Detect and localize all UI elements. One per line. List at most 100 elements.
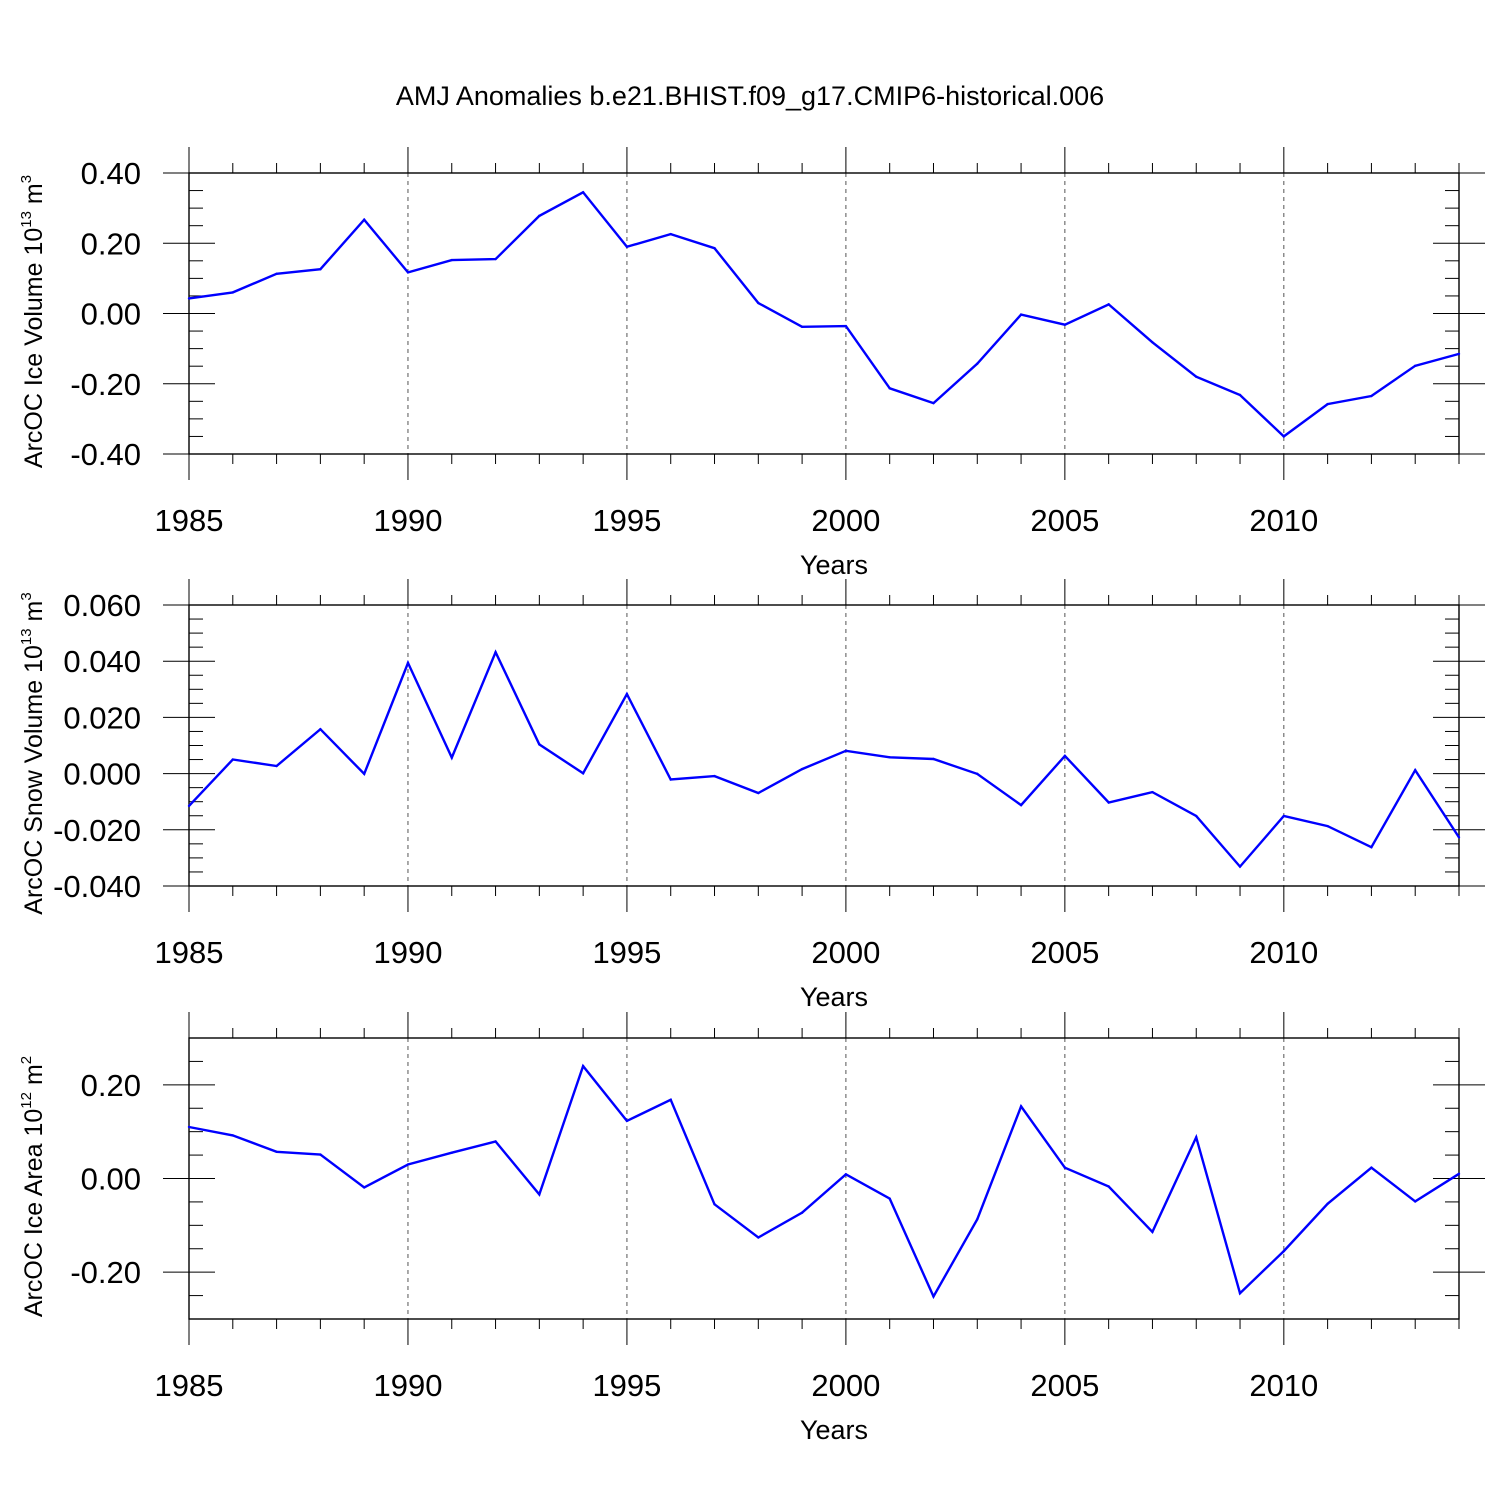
data-point-1988 [319, 268, 322, 271]
y-tick-label: 0.000 [63, 757, 141, 792]
data-point-2000 [844, 749, 848, 753]
panel-3: -0.20 0.00 0.20 1985 1990 1995 2000 2005 2010 Yea… [18, 1012, 1485, 1445]
y-axis-label-part-3: m [20, 601, 48, 629]
y-axis-label-part-3: m [20, 1064, 48, 1092]
data-point-1985 [187, 1125, 191, 1129]
data-point-2007 [1151, 790, 1154, 794]
data-point-1990 [406, 1163, 410, 1166]
data-point-1995 [625, 245, 629, 248]
data-point-2006 [1107, 1185, 1110, 1188]
series-line [188, 190, 1460, 438]
data-point-2004 [1019, 803, 1023, 807]
data-point-1998 [757, 791, 760, 795]
data-point-1995 [625, 1119, 629, 1123]
data-point-2002 [932, 1295, 935, 1298]
y-tick-label: -0.040 [53, 869, 141, 904]
data-point-2005 [1063, 323, 1067, 326]
x-tick-label: 2000 [811, 503, 880, 538]
data-point-2011 [1326, 1202, 1329, 1205]
panel-1: -0.40 -0.20 0.00 0.20 0.40 1985 1990 1995 2000 20… [18, 147, 1485, 580]
data-point-1988 [319, 1153, 322, 1156]
y-axis-label-part-2: 13 [18, 211, 35, 228]
x-tick-label: 1990 [373, 935, 442, 970]
x-tick-label: 1995 [592, 1368, 661, 1403]
data-point-2003 [976, 1218, 979, 1221]
x-tick-label: 2005 [1030, 503, 1099, 538]
data-point-2008 [1195, 1136, 1198, 1139]
data-point-1990 [406, 271, 410, 274]
data-point-1989 [362, 218, 366, 221]
y-tick-label: 0.40 [81, 156, 141, 191]
y-tick-label: -0.020 [53, 813, 141, 848]
data-point-2009 [1238, 1292, 1242, 1295]
data-point-1994 [581, 772, 585, 775]
data-point-1987 [275, 272, 278, 276]
data-point-1993 [538, 1193, 541, 1196]
data-point-1996 [669, 778, 672, 781]
y-axis-label-part-1: ArcOC Ice Area 10 [20, 1109, 48, 1317]
x-tick-label: 1985 [155, 935, 224, 970]
y-axis-label: ArcOC Ice Volume 1013 m3 [18, 175, 48, 468]
data-point-2001 [888, 1197, 891, 1200]
data-point-1994 [581, 191, 585, 194]
data-point-2012 [1370, 394, 1373, 398]
figure-title: AMJ Anomalies b.e21.BHIST.f09_g17.CMIP6-… [396, 81, 1104, 111]
panel-2: -0.040 -0.020 0.000 0.020 0.040 0.060 1985 1990… [18, 579, 1485, 1012]
x-tick-label: 1990 [373, 503, 442, 538]
data-point-1997 [713, 246, 716, 250]
x-tick-label: 2005 [1030, 935, 1099, 970]
y-axis-label-part-1: ArcOC Ice Volume 10 [20, 228, 48, 468]
x-tick-label: 1985 [155, 1368, 224, 1403]
series-line [188, 649, 1461, 869]
data-point-1986 [231, 758, 234, 761]
y-tick-label: -0.40 [70, 437, 141, 472]
y-tick-label: -0.20 [70, 367, 141, 402]
data-point-1994 [581, 1064, 585, 1068]
y-axis-label-part-2: 13 [18, 628, 35, 645]
data-point-2002 [932, 757, 935, 761]
y-tick-label: 0.040 [63, 644, 141, 679]
y-axis-label-part-3: m [20, 183, 48, 211]
y-axis-label-part-4: 3 [18, 175, 35, 183]
data-point-2000 [844, 1173, 848, 1176]
data-point-1987 [275, 1150, 278, 1154]
data-point-1986 [231, 291, 234, 294]
data-point-2014 [1457, 352, 1461, 356]
data-point-2006 [1107, 801, 1110, 804]
data-point-2014 [1457, 836, 1461, 839]
data-point-1992 [494, 257, 497, 261]
x-tick-label: 2005 [1030, 1368, 1099, 1403]
data-point-2013 [1414, 769, 1417, 772]
data-point-2003 [976, 362, 979, 365]
y-axis-label-part-1: ArcOC Snow Volume 10 [20, 645, 48, 915]
data-point-1991 [450, 756, 453, 759]
x-tick-label: 2010 [1249, 1368, 1318, 1403]
data-point-1986 [231, 1134, 234, 1137]
plot-frame [188, 604, 1460, 887]
data-point-1992 [494, 651, 497, 654]
y-axis-label-part-4: 2 [18, 1056, 35, 1064]
y-tick-label: 0.060 [63, 588, 141, 623]
data-point-1995 [625, 692, 629, 696]
data-point-2008 [1195, 375, 1198, 378]
y-tick-label: 0.20 [81, 1068, 141, 1103]
data-point-2012 [1370, 846, 1373, 849]
data-point-2011 [1326, 824, 1329, 828]
data-point-2010 [1282, 435, 1286, 438]
x-axis-label: Years [800, 550, 868, 580]
data-point-2005 [1063, 1166, 1067, 1169]
data-point-1992 [494, 1140, 497, 1143]
data-point-2009 [1238, 393, 1242, 397]
data-point-1996 [669, 1098, 672, 1102]
data-point-2005 [1063, 754, 1067, 758]
data-point-1991 [450, 1151, 453, 1154]
data-point-1993 [538, 743, 541, 746]
x-axis-label: Years [800, 1415, 868, 1445]
data-point-1999 [800, 767, 804, 771]
y-axis-label-part-2: 12 [18, 1092, 35, 1109]
data-point-2007 [1151, 341, 1154, 344]
data-point-2002 [932, 401, 935, 405]
plot-frame [188, 172, 1460, 455]
